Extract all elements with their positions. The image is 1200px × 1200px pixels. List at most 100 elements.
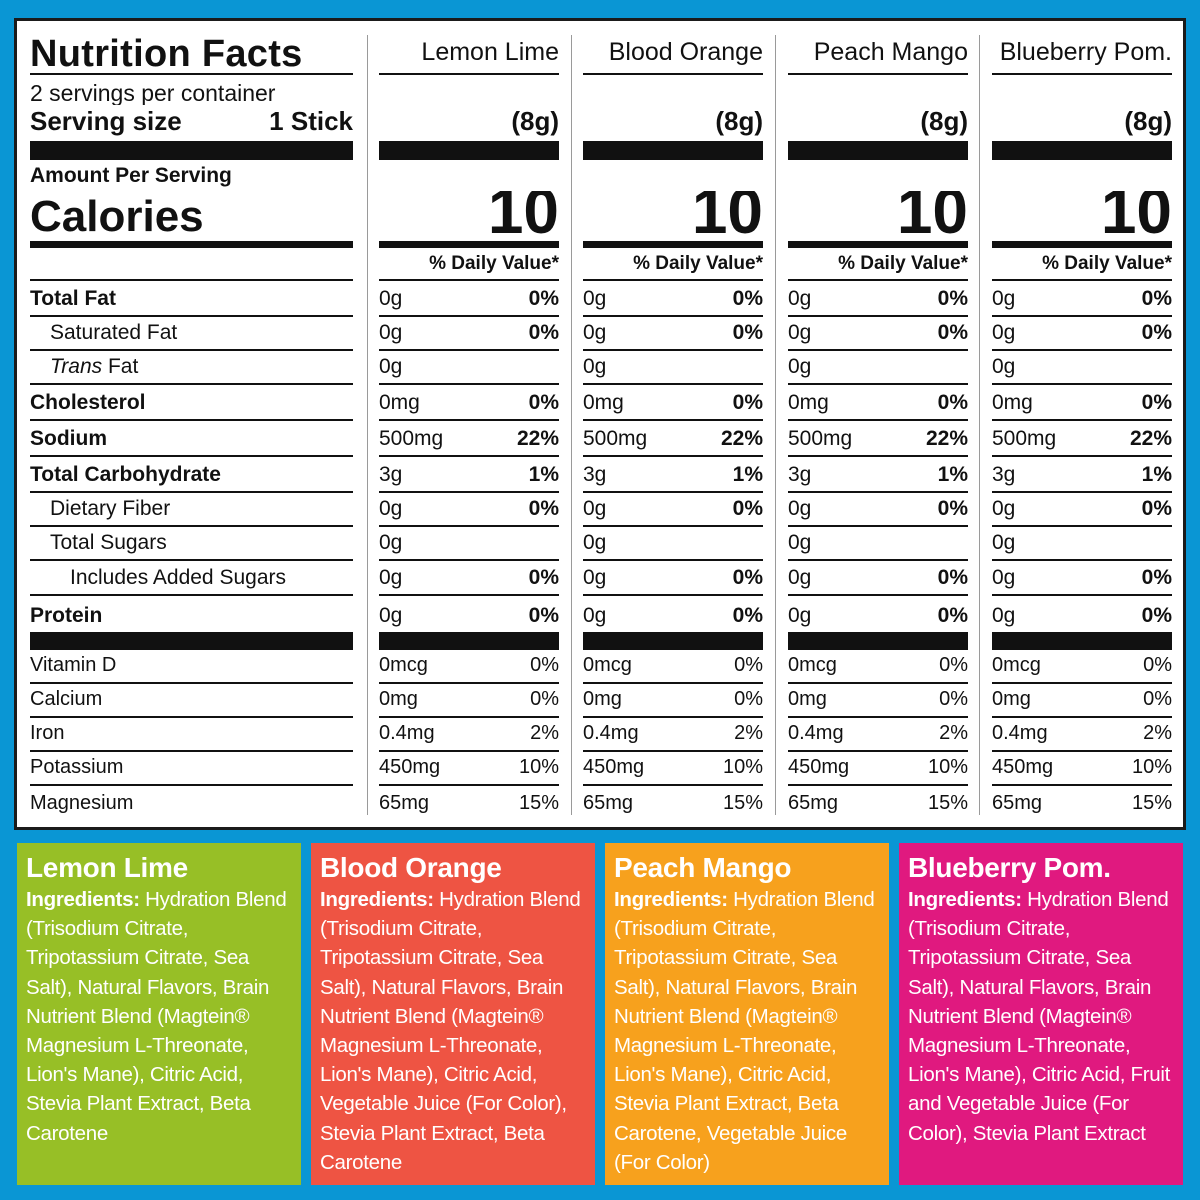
nutrient-dv: 0% — [528, 497, 559, 520]
nutrient-value-row: 0g 0% — [992, 317, 1172, 351]
serving-weight: (8g) — [1124, 106, 1172, 136]
ingredients-text: Ingredients: Hydration Blend (Trisodium … — [320, 885, 587, 1177]
nutrient-value-row: 500mg 22% — [788, 421, 968, 457]
nutrient-amount: 0g — [992, 321, 1016, 344]
nutrient-value-row: 0g 0% — [788, 281, 968, 317]
nutrient-dv: 0% — [937, 321, 968, 344]
vitamin-dv: 2% — [734, 722, 763, 744]
nutrient-amount: 0g — [992, 497, 1016, 520]
vitamin-dv: 10% — [722, 756, 763, 778]
nutrient-row: Total Fat — [30, 281, 353, 317]
nutrient-label-text: Cholesterol — [30, 391, 146, 414]
flavor-column: Blueberry Pom. (8g) 10% Daily Value* 0g 0% 0g… — [992, 34, 1172, 820]
vitamin-value-row: 0mg 0% — [379, 684, 559, 718]
nutrient-dv: 1% — [528, 463, 559, 486]
amount-per-serving: Amount Per Serving — [30, 164, 232, 187]
nutrient-value-row: 0g 0% — [992, 596, 1172, 632]
nutrient-dv: 0% — [732, 604, 763, 627]
nutrient-amount: 500mg — [992, 427, 1057, 450]
nutrient-value-row: 0g 0% — [583, 317, 763, 351]
nutrient-value-row: 0g 0% — [379, 493, 559, 527]
nutrient-dv: 0% — [1141, 566, 1172, 589]
daily-value-header: % Daily Value* — [788, 248, 968, 281]
ingredients-flavor-name: Blood Orange — [320, 852, 502, 883]
vitamin-value-row: 0mg 0% — [583, 684, 763, 718]
nutrient-dv: 22% — [1129, 427, 1172, 450]
nutrient-amount: 500mg — [583, 427, 648, 450]
calories-value: 10 — [896, 191, 968, 241]
vitamin-dv: 0% — [734, 654, 763, 676]
vitamin-value-row: 65mg 15% — [992, 786, 1172, 820]
nutrient-dv: 0% — [528, 566, 559, 589]
vitamin-amount: 0mg — [992, 688, 1031, 710]
nutrient-value-row: 0g — [583, 351, 763, 385]
nutrient-amount: 3g — [583, 463, 607, 486]
column-separator — [979, 35, 980, 815]
thick-divider — [788, 632, 968, 650]
flavor-column: Lemon Lime (8g) 10% Daily Value* 0g 0% 0g 0% 0g… — [379, 34, 559, 820]
nutrient-amount: 0mg — [379, 391, 420, 414]
nutrient-value-row: 0g — [379, 527, 559, 561]
nutrient-amount: 0g — [788, 355, 812, 378]
vitamin-amount: 65mg — [583, 792, 634, 814]
nutrient-row: Total Carbohydrate — [30, 457, 353, 493]
serving-weight: (8g) — [920, 106, 968, 136]
nutrient-amount: 0g — [379, 287, 403, 310]
column-separator — [571, 35, 572, 815]
vitamin-label: Magnesium — [30, 792, 134, 814]
vitamin-dv: 15% — [518, 792, 559, 814]
vitamin-dv: 2% — [530, 722, 559, 744]
nutrient-value-row: 500mg 22% — [379, 421, 559, 457]
vitamin-row: Potassium — [30, 752, 353, 786]
thick-divider — [992, 632, 1172, 650]
vitamin-amount: 65mg — [788, 792, 839, 814]
vitamin-amount: 0mcg — [992, 654, 1041, 676]
nutrient-dv: 0% — [528, 321, 559, 344]
nutrient-value-row: 0g 0% — [992, 493, 1172, 527]
nutrient-value-row: 0g 0% — [788, 561, 968, 596]
nutrient-dv: 0% — [732, 287, 763, 310]
calories-label: Calories — [30, 192, 204, 241]
nutrient-row: Protein — [30, 596, 353, 632]
nutrient-value-row: 0g 0% — [583, 596, 763, 632]
vitamin-amount: 0.4mg — [992, 722, 1048, 744]
vitamin-label: Calcium — [30, 688, 103, 710]
nutrient-label-text: Total Carbohydrate — [30, 463, 221, 486]
nutrient-label: Total Fat — [30, 287, 116, 311]
nutrient-dv: 1% — [1141, 463, 1172, 486]
nutrient-amount: 0g — [788, 287, 812, 310]
vitamin-amount: 0mg — [788, 688, 827, 710]
vitamin-row: Iron — [30, 718, 353, 752]
vitamin-value-row: 450mg 10% — [379, 752, 559, 786]
nutrient-row: Trans Fat — [30, 351, 353, 385]
flavor-column: Peach Mango (8g) 10% Daily Value* 0g 0% 0g 0% 0… — [788, 34, 968, 820]
nutrient-value-row: 0g 0% — [583, 561, 763, 596]
flavor-name: Lemon Lime — [379, 34, 559, 75]
daily-value-header: % Daily Value* — [379, 248, 559, 281]
vitamin-value-row: 450mg 10% — [788, 752, 968, 786]
flavor-column: Blood Orange (8g) 10 % Daily Value* 0g 0% 0g 0%… — [583, 34, 763, 820]
nutrient-label-text: Total Sugars — [50, 531, 167, 554]
nutrient-label: Protein — [30, 604, 102, 628]
thick-divider — [583, 141, 763, 160]
nutrition-facts-panel: Nutrition Facts 2 servings per container… — [14, 18, 1186, 830]
nutrient-value-row: 0g 0% — [379, 281, 559, 317]
nutrient-amount: 0g — [379, 604, 403, 627]
nutrient-value-row: 3g 1% — [379, 457, 559, 493]
thick-divider — [788, 141, 968, 160]
nutrient-value-row: 0g — [992, 351, 1172, 385]
nutrient-value-row: 3g 1% — [788, 457, 968, 493]
nutrient-value-row: 0g — [788, 527, 968, 561]
nutrient-dv: 0% — [732, 497, 763, 520]
ingredients-list: Hydration Blend (Trisodium Citrate, Trip… — [320, 888, 581, 1174]
vitamin-dv: 10% — [518, 756, 559, 778]
nutrient-label-text: Saturated Fat — [50, 321, 178, 344]
nutrient-value-row: 0g — [583, 527, 763, 561]
calories-value: 10 — [691, 191, 763, 241]
nutrient-value-row: 500mg 22% — [992, 421, 1172, 457]
ingredients-flavor-name: Peach Mango — [614, 852, 792, 883]
ingredients-list: Hydration Blend (Trisodium Citrate, Trip… — [908, 888, 1171, 1145]
nutrient-value-row: 0g — [788, 351, 968, 385]
nutrient-value-row: 0g 0% — [788, 596, 968, 632]
spacer — [583, 75, 763, 105]
